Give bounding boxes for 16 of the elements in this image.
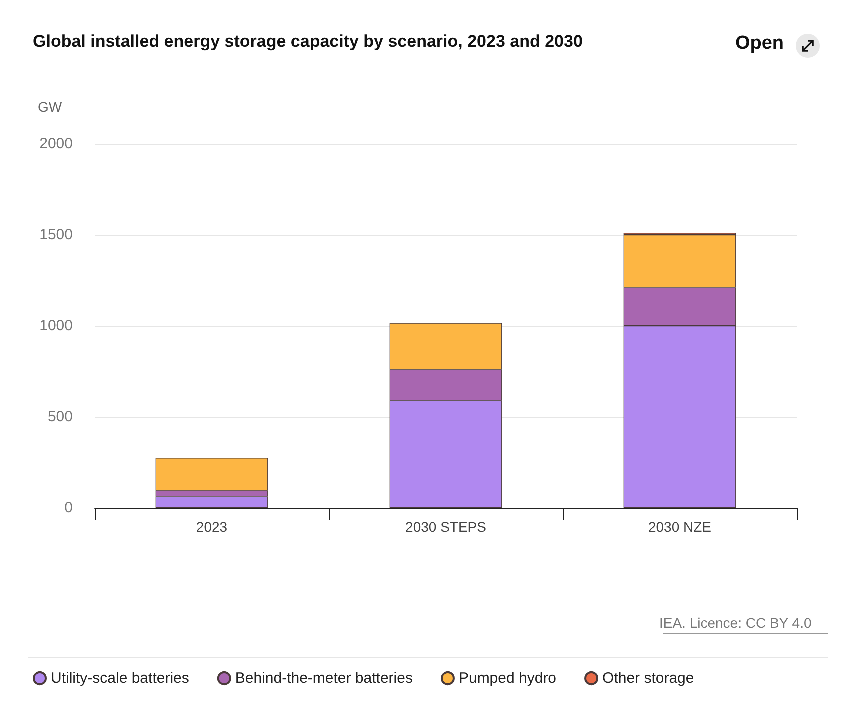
- legend-label: Other storage: [602, 670, 694, 687]
- x-tick-label: 2023: [196, 519, 228, 535]
- legend-label: Behind-the-meter batteries: [235, 670, 413, 687]
- legend-label: Utility-scale batteries: [51, 670, 190, 687]
- y-tick-label: 1500: [40, 226, 73, 244]
- text: IEA. Licence: CC BY 4.0: [659, 615, 812, 631]
- y-tick-label: 1000: [40, 318, 73, 334]
- y-tick-label: 0: [64, 500, 73, 516]
- x-tick-label: 2030 STEPS: [406, 519, 486, 535]
- legend-label: Pumped hydro: [458, 670, 557, 687]
- chart-title: Global installed energy storage capacity by scenario, 2023 and 2030: [33, 32, 583, 51]
- y-tick-label: 500: [48, 408, 73, 426]
- y-axis-title: GW: [38, 99, 63, 115]
- text: Open: [735, 33, 784, 54]
- x-tick-label: 2030 NZE: [648, 519, 712, 535]
- y-tick-label: 2000: [40, 136, 73, 152]
